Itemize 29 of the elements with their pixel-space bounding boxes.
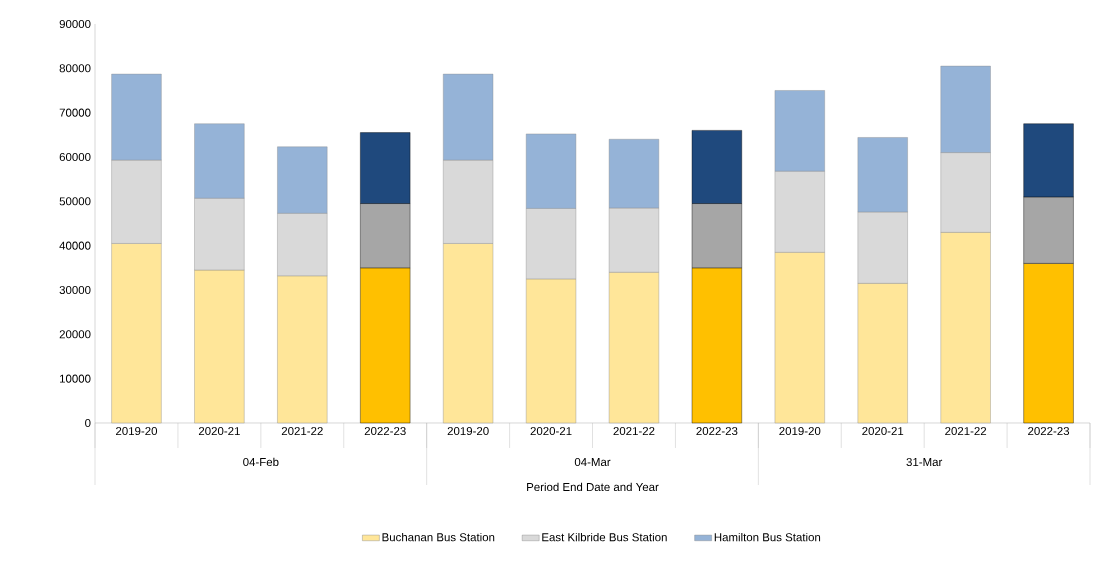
legend-label: East Kilbride Bus Station [542, 532, 667, 542]
legend-label: Buchanan Bus Station [382, 532, 495, 542]
y-tick-label: 0 [85, 418, 91, 428]
y-tick-label: 30000 [59, 285, 91, 295]
y-tick-label: 10000 [60, 374, 91, 383]
x-tick-label: 2020-21 [530, 427, 572, 436]
x-tick-label: 2019-20 [116, 427, 158, 436]
legend-label: Hamilton Bus Station [714, 532, 821, 542]
x-axis-title: Period End Date and Year [527, 482, 659, 492]
x-tick-label: 2021-22 [945, 427, 987, 436]
x-tick-label: 2022-23 [364, 427, 406, 436]
x-tick-label: 2022-23 [1028, 427, 1070, 436]
y-tick-label: 50000 [59, 197, 91, 206]
y-tick-label: 70000 [59, 108, 91, 117]
text: 31-Mar [906, 457, 943, 467]
x-tick-label: 2019-20 [779, 427, 821, 436]
y-tick-label: 20000 [59, 330, 91, 339]
x-tick-label: 2021-22 [281, 427, 323, 436]
x-tick-label: 2021-22 [613, 427, 655, 436]
x-tick-label: 2022-23 [696, 427, 738, 436]
x-tick-label: 2019-20 [447, 427, 489, 436]
y-tick-label: 60000 [59, 152, 91, 162]
x-tick-label: 2020-21 [198, 427, 240, 436]
x-tick-label: 2020-21 [862, 427, 904, 436]
y-tick-label: 80000 [59, 64, 91, 73]
y-tick-label: 90000 [59, 19, 91, 29]
text: 04-Mar [574, 457, 611, 467]
text: 04-Feb [243, 457, 279, 467]
y-tick-label: 40000 [59, 241, 91, 250]
